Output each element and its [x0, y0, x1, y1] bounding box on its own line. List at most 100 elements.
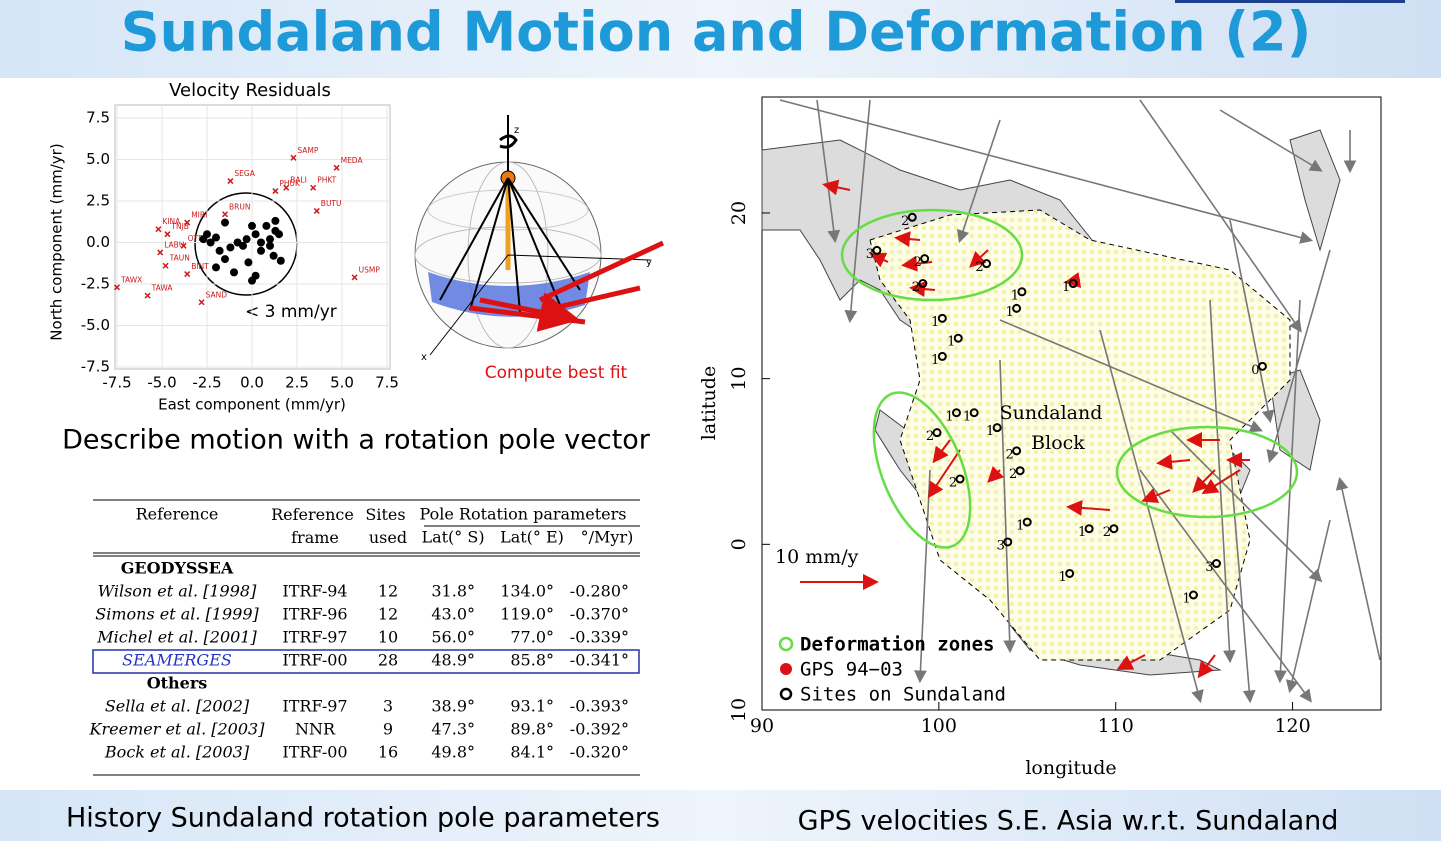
site-marker	[1003, 537, 1013, 547]
point-label: BRUN	[229, 202, 250, 211]
y-tick-label: -2.5	[81, 275, 110, 293]
point	[244, 258, 253, 267]
block-label: Sundaland	[1000, 402, 1103, 424]
site-marker	[932, 428, 942, 438]
highlight-box	[92, 649, 640, 674]
site-label: 1	[1059, 570, 1067, 585]
site-label: 1	[931, 353, 939, 368]
point	[257, 238, 265, 247]
table-cell: 47.3°	[431, 720, 475, 739]
x-tick-label: -2.5	[192, 374, 221, 392]
site-marker	[1109, 524, 1119, 534]
table-cell: Simons et al. [1999]	[95, 605, 259, 624]
table-cell: -0.392°	[570, 720, 629, 739]
site-marker	[872, 245, 882, 255]
y-tick-label: 7.5	[86, 109, 110, 127]
point	[184, 271, 191, 278]
point	[310, 184, 317, 191]
y-tick-label: 0	[728, 538, 750, 550]
site-marker	[937, 313, 947, 323]
sundaland-block	[869, 209, 1291, 661]
point	[351, 274, 358, 281]
table-cell: Wilson et al. [1998]	[98, 582, 257, 601]
decor-bar	[1175, 0, 1405, 3]
site-label: 1	[986, 424, 994, 439]
point	[266, 235, 274, 244]
table-cell: 16	[378, 743, 398, 762]
site-label: 3	[866, 247, 874, 262]
legend-entry: Deformation zones	[800, 634, 994, 656]
point-label: PHKT	[317, 176, 336, 185]
site-label: 1	[1062, 280, 1070, 295]
point	[271, 226, 280, 235]
point	[276, 256, 285, 265]
point	[199, 235, 208, 244]
table-cell: 3	[383, 697, 393, 716]
point-label: SEGA	[234, 169, 255, 178]
point	[257, 246, 265, 255]
site-marker	[920, 254, 930, 264]
site-marker	[1084, 524, 1094, 534]
site-marker	[1257, 361, 1267, 371]
site-label: 1	[931, 315, 939, 330]
site-label: 1	[1005, 305, 1013, 320]
site-marker	[1017, 287, 1027, 297]
table-cell: SEAMERGES	[122, 651, 232, 670]
site-marker	[951, 408, 961, 418]
annotation: < 3 mm/yr	[245, 302, 337, 322]
scatter-title: Velocity Residuals	[169, 80, 331, 101]
table-cell: 31.8°	[431, 582, 475, 601]
x-tick-label: 7.5	[375, 374, 399, 392]
site-label: 0	[1251, 363, 1259, 378]
group-label: Others	[147, 674, 208, 693]
x-tick-label: 110	[1098, 715, 1134, 737]
point-label: TAWA	[151, 284, 174, 293]
scale-label: 10 mm/y	[775, 546, 859, 568]
point	[212, 263, 220, 272]
point	[230, 268, 238, 277]
table-cell: Michel et al. [2001]	[96, 628, 257, 647]
point	[144, 292, 151, 299]
x-tick-label: 100	[921, 715, 957, 737]
slide-title: Sundaland Motion and Deformation (2)	[121, 1, 1312, 64]
point	[272, 188, 279, 195]
site-label: 1	[1078, 525, 1086, 540]
table-cell: 38.9°	[431, 697, 475, 716]
point	[155, 226, 162, 233]
site-label: 1	[1011, 288, 1019, 303]
site-label: 2	[926, 429, 934, 444]
table-cell: 77.0°	[510, 628, 554, 647]
x-axis-label: East component (mm/yr)	[158, 396, 346, 414]
table-caption: History Sundaland rotation pole paramete…	[66, 803, 660, 834]
table-cell: ITRF-97	[282, 628, 347, 647]
point-label: LABU	[164, 240, 184, 249]
point	[221, 218, 229, 227]
site-marker	[918, 279, 928, 289]
point-label: BALI	[290, 176, 307, 185]
site-label: 2	[1009, 467, 1017, 482]
point-label: USMP	[359, 265, 381, 274]
point	[221, 255, 229, 264]
y-tick-label: 2.5	[86, 192, 110, 210]
x-tick-label: 0.0	[240, 374, 264, 392]
table-cell: 119.0°	[500, 605, 554, 624]
point	[226, 243, 235, 252]
y-tick-label: 10	[728, 698, 750, 722]
map-legend-symbols	[778, 636, 794, 701]
site-label: 2	[949, 476, 957, 491]
point	[162, 262, 169, 269]
site-marker	[1065, 568, 1075, 578]
table-cell: Bock et al. [2003]	[104, 743, 250, 762]
x-tick-label: 90	[750, 715, 774, 737]
point	[333, 164, 340, 171]
site-marker	[1015, 466, 1025, 476]
table-header: Pole Rotation parameters	[419, 505, 626, 524]
site-marker	[1012, 303, 1022, 313]
map-caption: GPS velocities S.E. Asia w.r.t. Sundalan…	[798, 806, 1339, 837]
table-cell: 48.9°	[431, 651, 475, 670]
point	[242, 235, 251, 244]
site-marker	[1022, 517, 1032, 527]
table-cell: 89.8°	[510, 720, 554, 739]
table-cell: 84.1°	[510, 743, 554, 762]
table-cell: Sella et al. [2002]	[105, 697, 250, 716]
